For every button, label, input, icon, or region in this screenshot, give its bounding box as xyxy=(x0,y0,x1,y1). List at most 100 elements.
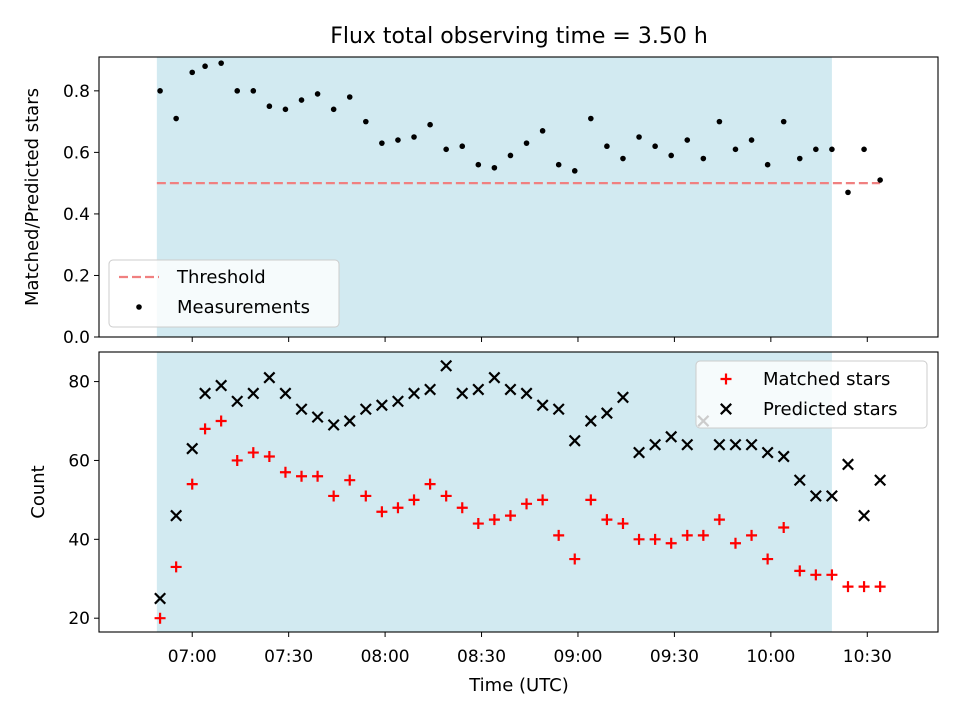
matched-star-point xyxy=(456,502,468,514)
measurement-point xyxy=(189,69,196,76)
legend: Matched stars Predicted stars xyxy=(695,360,928,429)
matched-star-point xyxy=(344,474,356,486)
predicted-star-point xyxy=(793,474,806,487)
legend-threshold-label: Threshold xyxy=(176,267,266,288)
predicted-star-point xyxy=(199,387,212,400)
predicted-star-point xyxy=(295,403,308,416)
predicted-star-point xyxy=(343,415,356,427)
x-tick-label: 08:00 xyxy=(361,647,410,667)
predicted-star-point xyxy=(311,411,324,424)
matched-star-point xyxy=(729,537,741,549)
measurement-point xyxy=(363,118,369,125)
matched-star-point xyxy=(215,415,227,427)
predicted-star-point xyxy=(745,438,758,451)
matched-star-point xyxy=(440,490,452,502)
x-tick-label: 10:00 xyxy=(746,647,795,667)
matched-star-point xyxy=(778,521,790,533)
matched-star-point xyxy=(537,494,549,506)
legend-box xyxy=(695,360,928,429)
predicted-star-point xyxy=(279,387,292,400)
chart-title: Flux total observing time = 3.50 h xyxy=(330,24,708,49)
predicted-star-point xyxy=(874,474,887,487)
matched-star-point xyxy=(842,581,854,593)
predicted-star-point xyxy=(408,387,421,400)
measurement-point xyxy=(314,91,321,97)
measurement-point xyxy=(202,63,208,70)
matched-star-point xyxy=(569,553,581,565)
measurement-point xyxy=(571,168,578,174)
measurement-point xyxy=(250,88,257,94)
measurement-point xyxy=(652,143,658,150)
matched-star-point xyxy=(697,529,709,541)
measurement-point xyxy=(507,152,514,159)
matched-star-point xyxy=(713,514,725,526)
predicted-star-point xyxy=(665,430,678,443)
measurement-point xyxy=(379,140,385,146)
matched-star-point xyxy=(263,451,275,463)
legend-predicted-label: Predicted stars xyxy=(763,399,897,420)
predicted-star-point xyxy=(568,434,581,447)
matched-star-point xyxy=(279,466,291,478)
predicted-star-point xyxy=(520,387,533,400)
measurement-point xyxy=(346,94,353,100)
ratio-panel: 0.0 0.2 0.4 0.6 0.8 Threshold Measurements xyxy=(63,56,939,348)
matched-star-point xyxy=(231,454,243,466)
x-tick-label: 09:00 xyxy=(553,647,602,667)
matched-star-point xyxy=(488,514,500,526)
measurement-point xyxy=(796,155,803,162)
measurement-point xyxy=(395,137,401,143)
matched-star-point xyxy=(633,533,645,545)
matched-star-point xyxy=(858,581,870,593)
y-tick-label: 60 xyxy=(68,451,90,471)
matched-star-point xyxy=(681,529,693,541)
predicted-star-point xyxy=(825,489,838,502)
matched-star-point xyxy=(826,569,838,581)
predicted-star-point xyxy=(456,387,469,400)
predicted-star-point xyxy=(247,387,260,400)
predicted-star-point xyxy=(649,438,662,451)
predicted-star-point xyxy=(186,442,199,455)
measurement-point xyxy=(234,88,241,94)
measurement-point xyxy=(780,118,787,125)
y-tick-label: 40 xyxy=(68,530,90,550)
y-tick-label: 0.2 xyxy=(63,266,90,286)
x-tick-label: 08:30 xyxy=(457,647,506,667)
measurement-point xyxy=(427,121,433,128)
matched-star-point xyxy=(649,533,661,545)
measurement-point xyxy=(813,146,819,153)
measurement-point xyxy=(330,106,337,113)
matched-star-point xyxy=(874,581,886,593)
measurement-point xyxy=(282,106,289,113)
measurement-point xyxy=(443,146,449,153)
measurement-point xyxy=(523,140,530,146)
measurement-point xyxy=(861,146,867,153)
matched-star-point xyxy=(296,470,308,482)
matched-star-point xyxy=(199,423,211,435)
matched-star-point xyxy=(170,561,182,573)
matched-star-point xyxy=(360,490,372,502)
matched-star-point xyxy=(746,529,758,541)
y-tick-label: 0.4 xyxy=(63,205,90,225)
y-axis-label-top: Matched/Predicted stars xyxy=(22,88,43,306)
measurement-point xyxy=(266,103,273,110)
legend-predicted-swatch xyxy=(720,403,732,415)
measurement-point xyxy=(829,146,835,153)
measurement-point xyxy=(491,164,498,171)
predicted-star-point xyxy=(600,407,613,420)
predicted-star-point xyxy=(681,438,694,451)
measurement-point xyxy=(636,134,642,140)
y-tick-label: 0.0 xyxy=(63,328,90,348)
axes-frame xyxy=(98,56,939,338)
predicted-star-point xyxy=(729,438,742,451)
matched-star-point xyxy=(504,510,516,522)
y-tick-label: 20 xyxy=(68,609,90,629)
predicted-star-point xyxy=(215,379,228,392)
y-tick-label: 80 xyxy=(68,373,90,393)
measurement-point xyxy=(748,137,755,143)
legend-measurement-label: Measurements xyxy=(177,297,310,318)
matched-star-point xyxy=(585,494,597,506)
measurement-point xyxy=(764,161,771,168)
predicted-star-point xyxy=(536,399,549,412)
matched-star-point xyxy=(810,569,822,581)
